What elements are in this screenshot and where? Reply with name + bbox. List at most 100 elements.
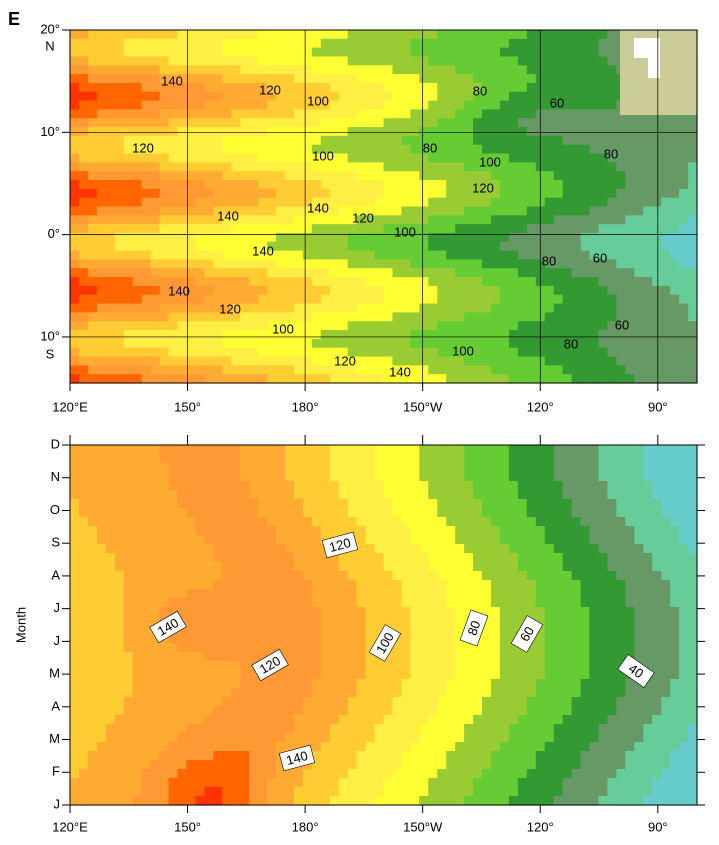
contour-cell: [580, 56, 591, 66]
contour-cell: [240, 571, 250, 581]
contour-cell: [141, 268, 152, 278]
contour-cell: [231, 277, 241, 287]
contour-cell: [392, 224, 403, 234]
contour-cell: [70, 232, 80, 243]
contour-cell: [499, 571, 510, 581]
contour-cell: [661, 250, 671, 261]
contour-cell: [401, 374, 411, 384]
x-tick-label: 150°: [174, 399, 201, 414]
contour-cell: [276, 82, 286, 93]
contour-cell: [428, 616, 438, 626]
contour-cell: [652, 312, 662, 322]
contour-cell: [571, 224, 582, 234]
contour-cell: [105, 47, 116, 58]
contour-cell: [526, 47, 537, 58]
contour-cell: [70, 74, 80, 84]
contour-cell: [392, 277, 403, 287]
contour-cell: [213, 294, 223, 305]
contour-cell: [446, 688, 456, 698]
contour-cell: [446, 162, 456, 172]
contour-cell: [482, 580, 492, 590]
contour-cell: [410, 472, 420, 482]
contour-cell: [168, 706, 179, 716]
contour-cell: [70, 715, 80, 725]
contour-cell: [231, 356, 241, 366]
contour-cell: [123, 688, 134, 698]
contour-cell: [78, 589, 89, 599]
contour-cell: [437, 30, 447, 40]
contour-cell: [114, 499, 125, 509]
contour-cell: [293, 598, 304, 608]
contour-cell: [123, 472, 134, 482]
contour-cell: [105, 241, 116, 252]
contour-cell: [428, 374, 438, 384]
contour-cell: [293, 127, 304, 137]
contour-cell: [347, 56, 358, 66]
contour-cell: [70, 56, 80, 66]
contour-cell: [356, 454, 367, 464]
contour-cell: [464, 109, 474, 119]
contour-cell: [616, 171, 626, 181]
contour-cell: [258, 321, 268, 331]
contour-cell: [580, 625, 591, 635]
contour-cell: [213, 232, 223, 243]
contour-cell: [320, 330, 331, 340]
contour-cell: [383, 445, 394, 455]
contour-cell: [464, 135, 474, 146]
contour-cell: [401, 144, 411, 155]
contour-cell: [293, 445, 304, 455]
contour-cell: [204, 30, 214, 40]
contour-cell: [258, 232, 268, 243]
contour-cell: [258, 535, 268, 545]
contour-cell: [177, 153, 188, 163]
contour-cell: [383, 697, 394, 707]
contour-cell: [571, 180, 582, 190]
contour-cell: [499, 374, 510, 384]
contour-cell: [195, 571, 205, 581]
contour-cell: [276, 589, 286, 599]
contour-cell: [446, 454, 456, 464]
contour-cell: [643, 643, 653, 653]
contour-cell: [356, 463, 367, 473]
contour-cell: [114, 206, 125, 216]
contour-cell: [670, 706, 680, 716]
contour-cell: [598, 127, 609, 137]
contour-cell: [634, 224, 644, 234]
contour-cell: [419, 589, 429, 599]
contour-cell: [150, 535, 161, 545]
contour-cell: [105, 118, 116, 128]
contour-cell: [419, 643, 429, 653]
contour-cell: [643, 472, 653, 482]
contour-cell: [508, 607, 519, 617]
contour-cell: [499, 321, 510, 331]
contour-cell: [96, 697, 107, 707]
contour-cell: [383, 224, 394, 234]
contour-cell: [222, 706, 232, 716]
contour-cell: [544, 706, 555, 716]
contour-cell: [383, 338, 394, 349]
contour-cell: [329, 65, 340, 75]
contour-cell: [311, 171, 322, 181]
contour-cell: [284, 679, 295, 689]
contour-cell: [114, 445, 125, 455]
contour-cell: [276, 643, 286, 653]
contour-cell: [132, 544, 143, 554]
contour-cell: [490, 661, 501, 671]
contour-cell: [526, 454, 537, 464]
contour-cell: [320, 643, 331, 653]
contour-cell: [213, 241, 223, 252]
contour-cell: [195, 224, 205, 234]
contour-cell: [159, 580, 170, 590]
contour-cell: [383, 706, 394, 716]
contour-cell: [150, 127, 161, 137]
contour-cell: [526, 679, 537, 689]
contour-cell: [347, 259, 358, 269]
contour-cell: [437, 463, 447, 473]
contour-cell: [284, 544, 295, 554]
contour-cell: [401, 338, 411, 349]
contour-cell: [123, 303, 134, 313]
contour-cell: [428, 670, 438, 680]
contour-cell: [267, 688, 277, 698]
contour-cell: [652, 144, 662, 155]
contour-cell: [240, 91, 250, 102]
